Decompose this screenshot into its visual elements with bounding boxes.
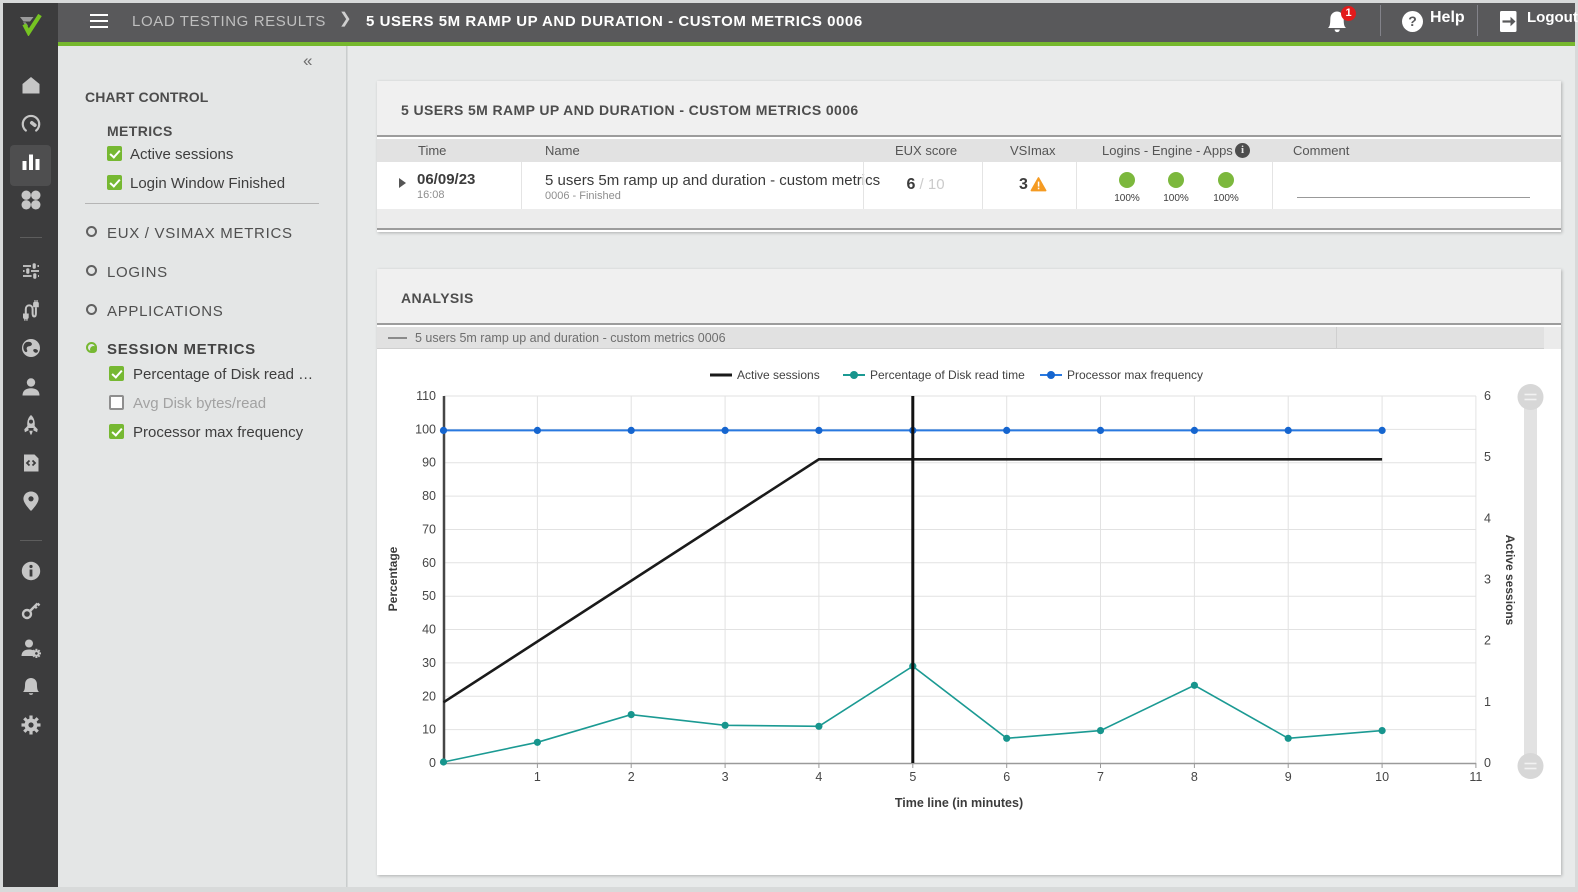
svg-text:3: 3 xyxy=(1484,573,1491,587)
svg-text:50: 50 xyxy=(422,589,436,603)
svg-text:6: 6 xyxy=(1003,770,1010,784)
svg-text:11: 11 xyxy=(1469,770,1482,784)
svg-text:5: 5 xyxy=(909,770,916,784)
svg-text:90: 90 xyxy=(422,456,436,470)
svg-text:3: 3 xyxy=(722,770,729,784)
svg-text:1: 1 xyxy=(534,770,541,784)
svg-text:110: 110 xyxy=(416,389,436,403)
svg-text:7: 7 xyxy=(1097,770,1104,784)
svg-text:Percentage of Disk read time: Percentage of Disk read time xyxy=(870,368,1025,382)
svg-text:8: 8 xyxy=(1191,770,1198,784)
svg-text:70: 70 xyxy=(422,523,436,537)
svg-text:30: 30 xyxy=(422,656,436,670)
svg-text:Processor max frequency: Processor max frequency xyxy=(1067,368,1203,382)
svg-text:5: 5 xyxy=(1484,450,1491,464)
svg-text:10: 10 xyxy=(1375,770,1389,784)
svg-text:2: 2 xyxy=(628,770,635,784)
svg-text:100: 100 xyxy=(415,422,436,436)
svg-text:40: 40 xyxy=(422,623,436,637)
svg-text:Active sessions: Active sessions xyxy=(737,368,820,382)
svg-text:Active sessions: Active sessions xyxy=(1503,535,1517,626)
svg-text:10: 10 xyxy=(422,723,436,737)
svg-text:Percentage: Percentage xyxy=(386,546,400,611)
svg-text:6: 6 xyxy=(1484,389,1491,403)
svg-text:20: 20 xyxy=(422,689,436,703)
svg-text:9: 9 xyxy=(1285,770,1292,784)
svg-text:0: 0 xyxy=(429,756,436,770)
svg-text:Time line (in minutes): Time line (in minutes) xyxy=(895,796,1023,810)
svg-text:2: 2 xyxy=(1484,634,1491,648)
svg-text:4: 4 xyxy=(815,770,822,784)
svg-text:4: 4 xyxy=(1484,511,1491,525)
svg-text:60: 60 xyxy=(422,556,436,570)
svg-text:80: 80 xyxy=(422,489,436,503)
svg-text:0: 0 xyxy=(1484,756,1491,770)
svg-text:1: 1 xyxy=(1484,695,1491,709)
